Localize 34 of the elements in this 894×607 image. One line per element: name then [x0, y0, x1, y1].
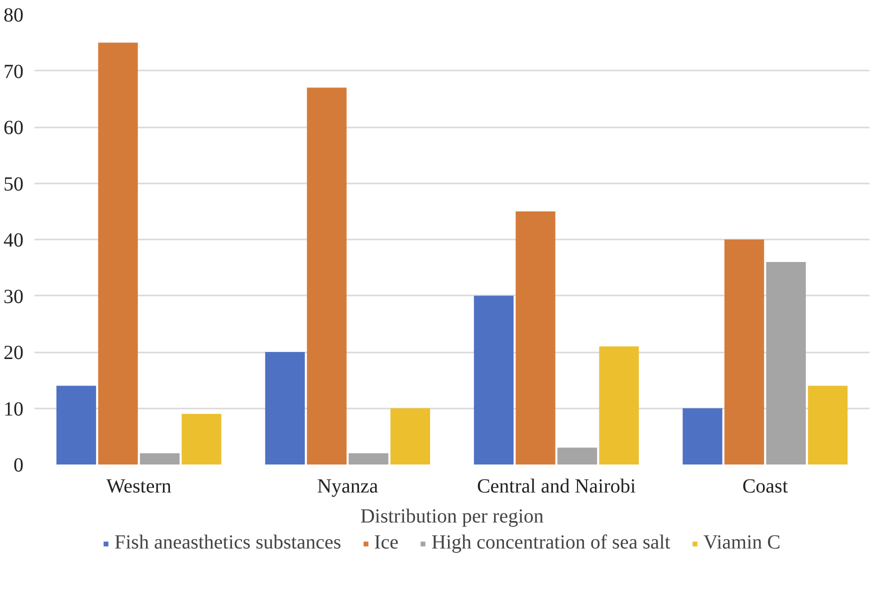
y-tick-label: 10 [4, 398, 24, 420]
y-tick-label: 80 [4, 4, 24, 26]
bar [140, 453, 180, 464]
y-tick-label: 60 [4, 117, 24, 139]
bar [98, 42, 138, 464]
bar [182, 414, 222, 464]
x-tick-label: Nyanza [317, 476, 378, 498]
y-tick-label: 20 [4, 342, 24, 364]
y-tick-label: 40 [4, 230, 24, 252]
bar [599, 346, 639, 464]
x-tick-label: Western [106, 476, 172, 498]
y-tick-label: 0 [14, 454, 24, 476]
bar [474, 296, 514, 464]
bar [557, 448, 598, 464]
bar [516, 211, 556, 464]
legend-label: Ice [374, 532, 399, 554]
bar [348, 453, 388, 464]
x-axis-title: Distribution per region [360, 506, 544, 528]
bar [724, 240, 764, 464]
bar [306, 88, 347, 464]
y-tick-label: 50 [4, 173, 24, 196]
bar [808, 386, 848, 464]
legend-label: High concentration of sea salt [432, 532, 670, 554]
legend-label: Viamin C [703, 532, 780, 554]
bar [390, 408, 430, 464]
bar [682, 408, 722, 464]
bar [265, 352, 305, 464]
bar [766, 262, 806, 464]
y-tick-label: 30 [4, 286, 24, 308]
y-tick-label: 70 [4, 60, 24, 83]
bar [56, 386, 96, 464]
x-tick-label: Central and Nairobi [476, 476, 636, 498]
x-tick-label: Coast [742, 476, 788, 498]
legend-label: Fish aneasthetics substances [114, 532, 342, 554]
